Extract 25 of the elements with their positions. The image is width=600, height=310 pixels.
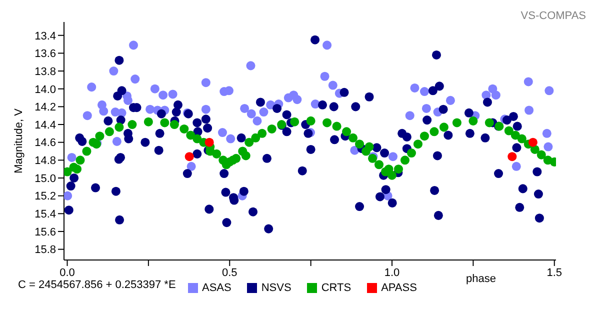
legend-label: CRTS [321,282,352,294]
x-tick-label: 0.5 [222,266,238,279]
y-tick-label: 14.0 [34,84,56,96]
y-axis-title: Magnitude, V [12,108,25,174]
y-tick-label: 15.8 [34,244,56,256]
y-tick-label: 13.6 [34,48,56,60]
y-tick-label: 15.2 [34,190,56,203]
y-tick-label: 15.6 [34,226,56,238]
x-axis-title: phase [466,273,496,285]
legend-label: NSVS [261,282,292,294]
chart-title: VS-COMPAS [520,10,586,22]
text: C = 2454567.856 + 0.253397 *E [18,279,176,291]
x-tick-label: 1.5 [546,266,562,279]
y-tick-label: 15.0 [34,172,56,185]
y-tick-label: 13.8 [34,66,56,78]
x-tick-label: 1.0 [384,266,400,279]
y-tick-label: 14.6 [34,137,56,150]
x-tick-label: 0.0 [60,266,75,279]
legend-label: ASAS [202,282,232,294]
y-tick-label: 14.2 [34,102,56,114]
y-tick-label: 13.4 [34,30,56,42]
y-tick-label: 15.4 [34,208,56,221]
y-tick-label: 14.8 [34,155,56,168]
y-tick-label: 14.4 [34,119,56,132]
legend-label: APASS [381,282,417,294]
